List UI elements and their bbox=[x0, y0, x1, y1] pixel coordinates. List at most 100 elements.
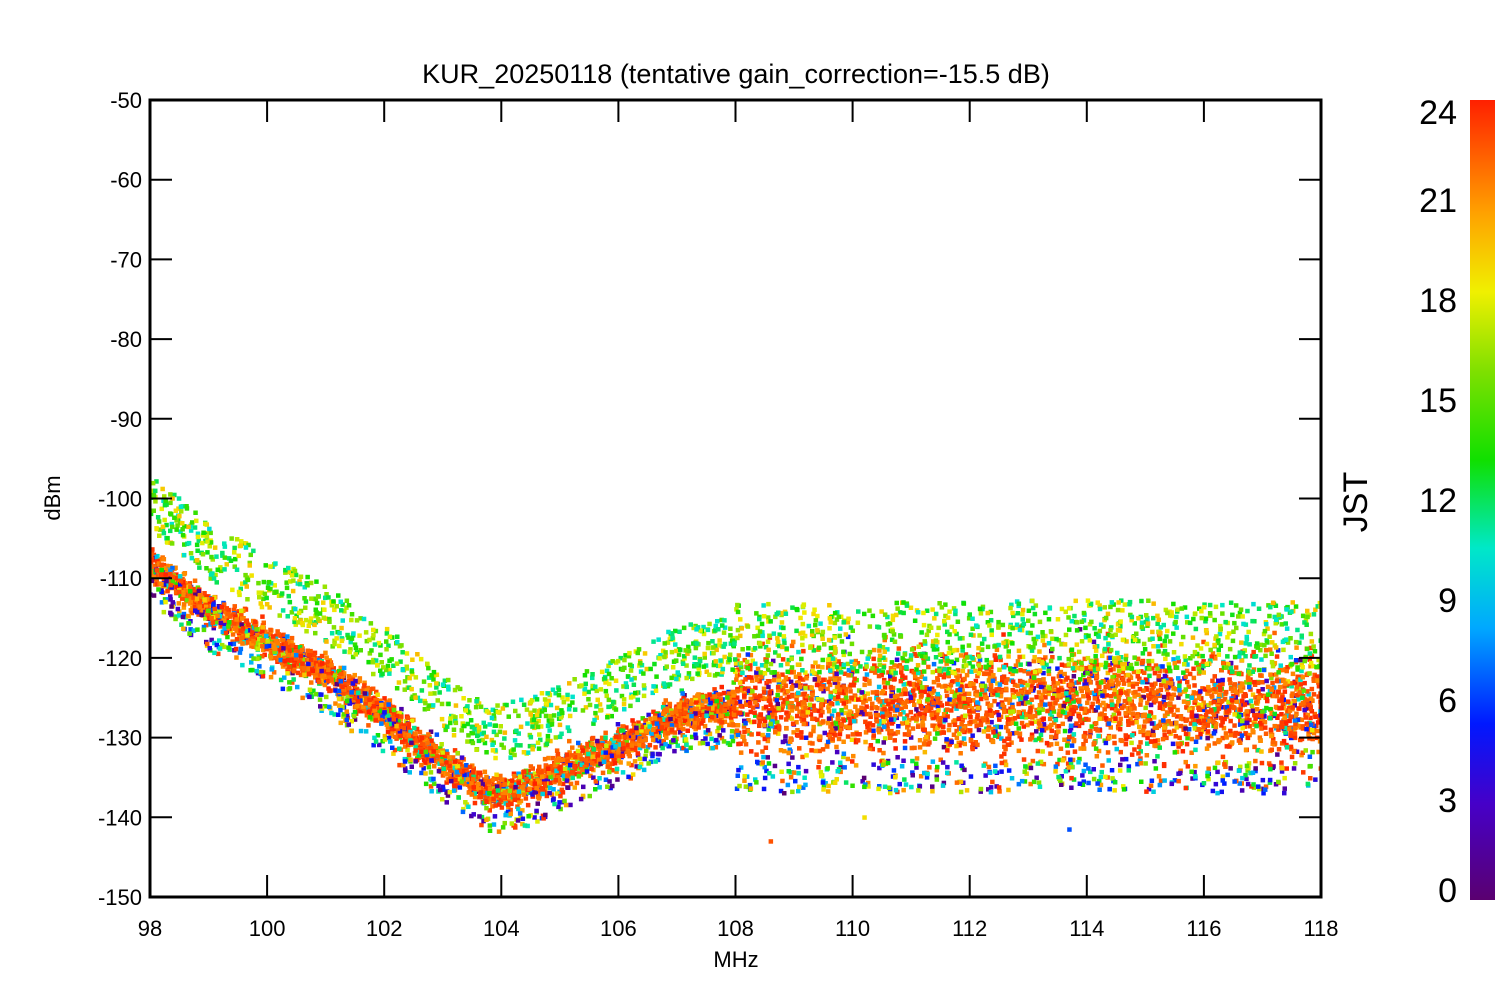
data-point bbox=[312, 653, 317, 658]
data-point bbox=[1130, 711, 1136, 716]
data-point bbox=[367, 690, 372, 695]
data-point bbox=[453, 766, 458, 772]
data-point bbox=[350, 698, 355, 703]
data-point bbox=[1282, 725, 1288, 731]
data-point bbox=[456, 759, 461, 764]
data-point bbox=[1171, 686, 1176, 691]
data-point bbox=[1231, 693, 1236, 699]
data-point bbox=[775, 684, 781, 690]
data-point bbox=[778, 748, 784, 753]
data-point bbox=[1206, 684, 1211, 690]
data-point bbox=[414, 726, 420, 732]
data-point bbox=[827, 737, 833, 742]
data-point bbox=[589, 766, 594, 771]
data-point bbox=[888, 684, 894, 690]
data-point bbox=[1102, 689, 1107, 694]
data-point bbox=[271, 642, 276, 647]
data-point bbox=[1031, 658, 1037, 664]
data-point bbox=[174, 581, 180, 586]
data-point bbox=[1177, 679, 1182, 684]
data-point bbox=[1177, 735, 1182, 740]
data-point bbox=[1065, 750, 1071, 755]
data-point bbox=[960, 718, 965, 723]
data-point bbox=[1224, 744, 1230, 749]
data-point bbox=[1198, 702, 1204, 708]
data-point bbox=[391, 714, 397, 720]
data-point bbox=[653, 729, 659, 734]
data-point bbox=[770, 705, 775, 710]
data-point bbox=[222, 621, 228, 627]
data-point bbox=[561, 761, 567, 766]
data-point bbox=[1205, 723, 1210, 728]
data-point bbox=[783, 734, 788, 739]
data-point bbox=[1129, 740, 1134, 746]
data-point bbox=[879, 690, 884, 696]
data-point bbox=[1160, 706, 1166, 712]
data-point bbox=[756, 740, 761, 745]
data-point bbox=[986, 678, 992, 683]
data-point bbox=[240, 641, 245, 646]
data-point bbox=[960, 714, 966, 719]
data-point bbox=[867, 711, 873, 717]
data-point bbox=[767, 694, 772, 700]
data-point bbox=[935, 704, 941, 710]
data-point bbox=[1160, 736, 1166, 742]
data-point bbox=[370, 686, 376, 691]
data-point bbox=[452, 759, 458, 764]
data-point bbox=[268, 632, 273, 637]
data-point bbox=[644, 729, 649, 735]
data-point bbox=[1218, 715, 1224, 721]
data-point bbox=[1142, 719, 1148, 724]
data-point bbox=[1211, 731, 1217, 736]
data-point bbox=[1116, 663, 1121, 669]
data-point bbox=[416, 753, 422, 758]
data-point bbox=[935, 676, 940, 681]
data-point bbox=[1294, 749, 1300, 754]
data-point bbox=[459, 772, 464, 778]
data-point bbox=[319, 653, 325, 659]
data-point bbox=[786, 750, 791, 756]
data-point bbox=[232, 604, 237, 609]
data-point bbox=[201, 608, 206, 613]
data-point bbox=[954, 706, 959, 711]
data-point bbox=[1081, 672, 1086, 678]
data-point bbox=[347, 701, 352, 706]
data-point bbox=[957, 700, 962, 706]
data-point bbox=[763, 704, 769, 710]
data-point bbox=[188, 596, 194, 601]
data-point bbox=[778, 715, 784, 720]
data-point bbox=[843, 710, 848, 716]
data-point bbox=[1212, 674, 1217, 679]
data-point bbox=[996, 731, 1002, 737]
data-point bbox=[697, 696, 703, 701]
data-point bbox=[471, 769, 476, 775]
data-point bbox=[1236, 714, 1242, 719]
data-point bbox=[1012, 682, 1018, 688]
data-point bbox=[835, 684, 840, 690]
data-point bbox=[1029, 732, 1035, 737]
data-point bbox=[801, 717, 806, 723]
data-point bbox=[870, 690, 876, 695]
data-point bbox=[395, 713, 400, 719]
data-point bbox=[616, 750, 621, 755]
data-point bbox=[999, 754, 1004, 759]
data-point bbox=[912, 674, 918, 679]
data-point bbox=[1009, 740, 1014, 745]
data-point bbox=[1169, 707, 1174, 713]
data-point bbox=[374, 689, 379, 695]
data-point bbox=[680, 726, 686, 732]
data-point bbox=[894, 704, 900, 709]
data-point bbox=[347, 685, 352, 691]
data-point bbox=[1118, 749, 1123, 755]
data-point bbox=[1088, 671, 1093, 676]
data-point bbox=[595, 741, 600, 746]
data-point bbox=[1288, 744, 1294, 750]
data-point bbox=[1293, 713, 1298, 719]
data-point bbox=[257, 629, 262, 635]
data-point bbox=[745, 712, 750, 717]
data-point bbox=[1307, 754, 1313, 759]
data-point bbox=[276, 647, 281, 652]
data-point bbox=[935, 725, 940, 731]
data-point bbox=[298, 672, 304, 678]
data-point bbox=[1035, 748, 1041, 754]
